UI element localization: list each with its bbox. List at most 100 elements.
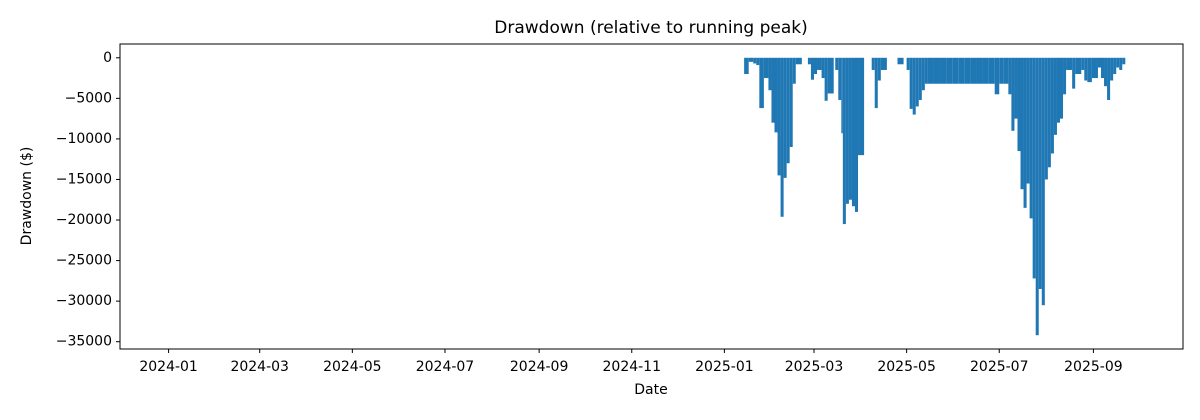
bar: [1029, 57, 1033, 219]
bar: [906, 57, 910, 70]
x-axis-label: Date: [634, 382, 667, 398]
bar: [813, 57, 818, 75]
bar: [827, 57, 834, 94]
bar: [851, 57, 855, 207]
x-tick-label: 2025-01: [695, 359, 754, 375]
bar: [842, 57, 846, 225]
bar: [982, 57, 989, 84]
bar: [753, 57, 757, 64]
bar: [1047, 57, 1051, 168]
bar: [940, 57, 947, 84]
bar: [880, 57, 887, 70]
x-tick-label: 2025-07: [970, 359, 1029, 375]
bar: [807, 57, 811, 65]
bar: [1116, 57, 1120, 68]
bar: [927, 57, 934, 84]
y-tick-label: −15000: [56, 171, 112, 187]
bar: [1023, 57, 1027, 208]
bar: [1097, 57, 1101, 68]
bar: [1084, 57, 1088, 81]
bar: [915, 57, 919, 107]
bar: [795, 57, 802, 65]
bar: [824, 57, 828, 101]
bar: [918, 57, 922, 100]
bar: [771, 57, 775, 123]
bar: [848, 57, 852, 200]
bar: [1110, 57, 1114, 81]
x-tick-label: 2024-05: [323, 359, 382, 375]
bar: [946, 57, 953, 84]
x-tick-label: 2024-11: [603, 359, 662, 375]
bar: [748, 57, 754, 62]
bar: [924, 57, 928, 84]
bar: [1026, 57, 1030, 184]
x-tick-label: 2025-03: [785, 359, 844, 375]
bar: [909, 57, 913, 109]
bar: [854, 57, 859, 212]
bar: [841, 57, 843, 134]
plot-frame: [119, 43, 1184, 350]
bar: [1104, 57, 1108, 87]
y-tick-label: −10000: [56, 131, 112, 147]
bar: [921, 57, 925, 91]
bar: [792, 57, 796, 84]
bar: [756, 57, 760, 66]
chart-title: Drawdown (relative to running peak): [494, 18, 807, 38]
bar: [1113, 57, 1117, 75]
bar: [789, 57, 793, 148]
bar: [858, 57, 865, 156]
bar: [999, 57, 1004, 84]
bar: [1119, 57, 1123, 70]
y-tick-label: −30000: [56, 293, 112, 309]
bar: [1041, 57, 1045, 306]
y-tick-label: 0: [103, 50, 112, 66]
bar: [817, 57, 822, 70]
bar: [1011, 57, 1015, 131]
bar: [976, 57, 983, 84]
bar: [1100, 57, 1105, 79]
bar: [786, 57, 790, 164]
bar: [1091, 57, 1098, 79]
bar: [1020, 57, 1024, 190]
bar: [1044, 57, 1048, 180]
bar: [1003, 57, 1009, 84]
bar: [994, 57, 1000, 95]
bar: [1038, 57, 1042, 289]
bar: [1087, 57, 1092, 83]
y-axis-label: Drawdown ($): [19, 147, 35, 246]
bar: [1032, 57, 1036, 279]
bar: [1050, 57, 1054, 154]
bar: [933, 57, 941, 84]
bar: [1107, 57, 1111, 100]
x-tick-label: 2025-09: [1064, 359, 1123, 375]
x-tick-label: 2025-05: [877, 359, 936, 375]
bar: [780, 57, 784, 217]
bar: [1059, 57, 1064, 119]
bar: [1075, 57, 1082, 75]
bar: [897, 57, 904, 65]
bar: [958, 57, 965, 84]
bar: [1072, 57, 1076, 89]
bar: [1081, 57, 1085, 70]
x-tick-label: 2024-07: [416, 359, 475, 375]
bar: [759, 57, 764, 109]
x-tick-label: 2024-03: [230, 359, 289, 375]
bar: [1035, 57, 1039, 336]
bar: [768, 57, 772, 91]
bar: [1014, 57, 1018, 119]
bar: [845, 57, 849, 204]
bar: [1056, 57, 1060, 123]
bar: [1053, 57, 1057, 135]
bar: [783, 57, 787, 178]
bar: [774, 57, 778, 133]
bar: [964, 57, 971, 84]
bar: [970, 57, 977, 84]
y-tick-label: −5000: [65, 90, 112, 106]
y-tick-label: −20000: [56, 212, 112, 228]
y-tick-label: −35000: [56, 334, 112, 350]
bar: [952, 57, 959, 84]
bar: [871, 57, 875, 70]
bar: [835, 57, 839, 70]
bar: [763, 57, 769, 79]
